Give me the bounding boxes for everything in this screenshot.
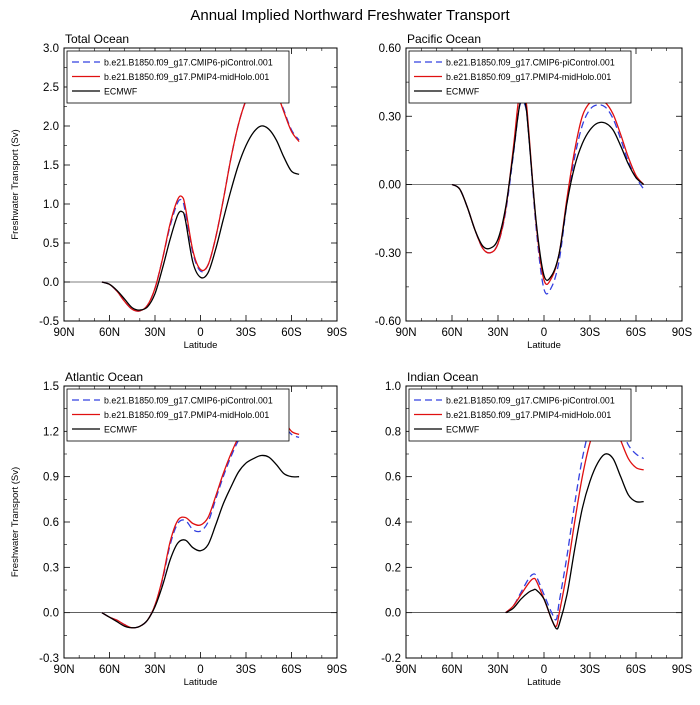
series-line-3	[451, 98, 645, 281]
x-axis-label: Latitude	[527, 677, 561, 688]
x-tick-label: 30S	[580, 327, 601, 339]
x-tick-label: 60N	[99, 664, 120, 676]
legend-label-2: b.e21.B1850.f09_g17.PMIP4-midHolo.001	[446, 72, 611, 82]
panel-2: 90N 60N 30N 0 30S 60S 90S -0.60 -0.30 0.00 0.30 0.6…	[375, 32, 693, 351]
figure-title: Annual Implied Northward Freshwater Tran…	[190, 7, 510, 24]
x-tick-label: 90S	[672, 664, 693, 676]
y-tick-label: 0.0	[385, 608, 401, 620]
legend-label-1: b.e21.B1850.f09_g17.CMIP6-piControl.001	[104, 58, 273, 68]
x-tick-label: 90N	[53, 327, 74, 339]
y-tick-label: -0.30	[375, 248, 401, 260]
series-line-3	[505, 453, 644, 630]
legend-label-2: b.e21.B1850.f09_g17.PMIP4-midHolo.001	[104, 72, 269, 82]
y-tick-label: -0.2	[381, 653, 401, 665]
y-tick-label: 0.60	[379, 43, 401, 55]
x-tick-label: 0	[541, 327, 547, 339]
legend-label-1: b.e21.B1850.f09_g17.CMIP6-piControl.001	[446, 396, 615, 406]
y-tick-label: 0.6	[385, 472, 401, 484]
y-tick-label: 0.0	[43, 277, 59, 289]
legend-box	[66, 50, 290, 104]
y-tick-label: -0.60	[375, 316, 401, 328]
x-tick-label: 60N	[441, 327, 462, 339]
series-line-3	[101, 125, 300, 311]
legend-label-1: b.e21.B1850.f09_g17.CMIP6-piControl.001	[104, 396, 273, 406]
x-axis-label: Latitude	[184, 677, 218, 688]
x-tick-label: 30N	[487, 664, 508, 676]
x-tick-label: 0	[197, 664, 203, 676]
y-tick-label: 0.2	[385, 562, 401, 574]
y-tick-label: 2.0	[43, 121, 59, 133]
series-line-1	[505, 401, 644, 621]
panel-title: Total Ocean	[65, 32, 129, 46]
panel-title: Pacific Ocean	[407, 32, 481, 46]
legend-label-3: ECMWF	[446, 87, 480, 97]
y-tick-label: 0.5	[43, 238, 59, 250]
y-axis-label: Freshwater Transport (Sv)	[10, 467, 21, 577]
x-tick-label: 60S	[626, 327, 647, 339]
x-axis-label: Latitude	[527, 340, 561, 351]
x-tick-label: 90N	[53, 664, 74, 676]
panel-3: 90N 60N 30N 0 30S 60S 90S -0.3 0.0 0.3 0.6 0.9 1.2 1.…	[10, 370, 348, 688]
legend-label-3: ECMWF	[104, 425, 138, 435]
y-tick-label: 0.0	[43, 608, 59, 620]
legend-box	[408, 50, 632, 104]
x-tick-label: 90S	[327, 664, 348, 676]
x-tick-label: 60S	[281, 664, 302, 676]
legend: b.e21.B1850.f09_g17.CMIP6-piControl.001b…	[408, 50, 632, 104]
legend-label-2: b.e21.B1850.f09_g17.PMIP4-midHolo.001	[446, 410, 611, 420]
x-tick-label: 30N	[144, 327, 165, 339]
legend-box	[408, 388, 632, 442]
y-tick-label: 0.6	[43, 517, 59, 529]
series-line-3	[101, 454, 300, 629]
x-tick-label: 30N	[144, 664, 165, 676]
x-tick-label: 60S	[626, 664, 647, 676]
y-axis-label: Freshwater Transport (Sv)	[10, 129, 21, 239]
panel-1: 90N 60N 30N 0 30S 60S 90S -0.5 0.0 0.5 1.0 1.5 2.0 2.…	[10, 32, 348, 351]
x-tick-label: 60S	[281, 327, 302, 339]
legend-label-2: b.e21.B1850.f09_g17.PMIP4-midHolo.001	[104, 410, 269, 420]
panel-title: Indian Ocean	[407, 370, 478, 384]
panel-4: 90N 60N 30N 0 30S 60S 90S -0.2 0.0 0.2 0.4 0.6 0.8 1.…	[381, 370, 692, 688]
x-tick-label: 90N	[395, 664, 416, 676]
legend: b.e21.B1850.f09_g17.CMIP6-piControl.001b…	[66, 50, 290, 104]
y-tick-label: 0.9	[43, 472, 59, 484]
legend-box	[66, 388, 290, 442]
y-tick-label: 1.0	[43, 199, 59, 211]
y-tick-label: 1.0	[385, 381, 401, 393]
legend: b.e21.B1850.f09_g17.CMIP6-piControl.001b…	[408, 388, 632, 442]
y-tick-label: 1.5	[43, 160, 59, 172]
legend-label-3: ECMWF	[446, 425, 480, 435]
x-tick-label: 0	[197, 327, 203, 339]
x-tick-label: 0	[541, 664, 547, 676]
x-tick-label: 30S	[580, 664, 601, 676]
y-tick-label: 1.5	[43, 381, 59, 393]
legend-label-3: ECMWF	[104, 87, 138, 97]
y-tick-label: 2.5	[43, 82, 59, 94]
y-tick-label: 0.30	[379, 111, 401, 123]
y-tick-label: 1.2	[43, 426, 59, 438]
x-tick-label: 60N	[99, 327, 120, 339]
x-axis-label: Latitude	[184, 340, 218, 351]
y-tick-label: 0.4	[385, 517, 402, 529]
y-tick-label: -0.3	[39, 653, 59, 665]
x-tick-label: 90S	[327, 327, 348, 339]
x-tick-label: 60N	[441, 664, 462, 676]
x-tick-label: 90S	[672, 327, 693, 339]
x-tick-label: 30S	[236, 664, 257, 676]
x-tick-label: 30N	[487, 327, 508, 339]
legend: b.e21.B1850.f09_g17.CMIP6-piControl.001b…	[66, 388, 290, 442]
y-tick-label: 3.0	[43, 43, 59, 55]
x-tick-label: 90N	[395, 327, 416, 339]
y-tick-label: -0.5	[39, 316, 59, 328]
y-tick-label: 0.8	[385, 426, 401, 438]
y-tick-label: 0.00	[379, 180, 401, 192]
x-tick-label: 30S	[236, 327, 257, 339]
y-tick-label: 0.3	[43, 562, 59, 574]
legend-label-1: b.e21.B1850.f09_g17.CMIP6-piControl.001	[446, 58, 615, 68]
panel-title: Atlantic Ocean	[65, 370, 143, 384]
